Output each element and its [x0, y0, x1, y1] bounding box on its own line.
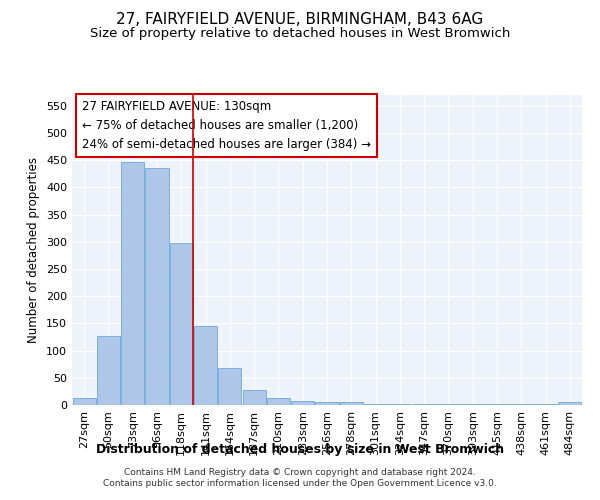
Bar — [316, 402, 338, 405]
Bar — [267, 398, 290, 405]
Y-axis label: Number of detached properties: Number of detached properties — [28, 157, 40, 343]
Text: 27 FAIRYFIELD AVENUE: 130sqm
← 75% of detached houses are smaller (1,200)
24% of: 27 FAIRYFIELD AVENUE: 130sqm ← 75% of de… — [82, 100, 371, 150]
Bar — [121, 162, 144, 405]
Bar — [97, 336, 120, 405]
Bar — [145, 168, 169, 405]
Text: Contains HM Land Registry data © Crown copyright and database right 2024.
Contai: Contains HM Land Registry data © Crown c… — [103, 468, 497, 487]
Text: Distribution of detached houses by size in West Bromwich: Distribution of detached houses by size … — [96, 442, 504, 456]
Bar — [413, 404, 436, 405]
Bar — [242, 390, 266, 405]
Bar — [364, 404, 387, 405]
Bar — [559, 402, 581, 405]
Text: Size of property relative to detached houses in West Bromwich: Size of property relative to detached ho… — [90, 28, 510, 40]
Bar — [73, 398, 95, 405]
Bar — [291, 400, 314, 405]
Bar — [485, 404, 509, 405]
Bar — [194, 326, 217, 405]
Bar — [218, 368, 241, 405]
Text: 27, FAIRYFIELD AVENUE, BIRMINGHAM, B43 6AG: 27, FAIRYFIELD AVENUE, BIRMINGHAM, B43 6… — [116, 12, 484, 28]
Bar — [461, 404, 484, 405]
Bar — [170, 243, 193, 405]
Bar — [437, 404, 460, 405]
Bar — [388, 404, 412, 405]
Bar — [510, 404, 533, 405]
Bar — [340, 402, 363, 405]
Bar — [534, 404, 557, 405]
